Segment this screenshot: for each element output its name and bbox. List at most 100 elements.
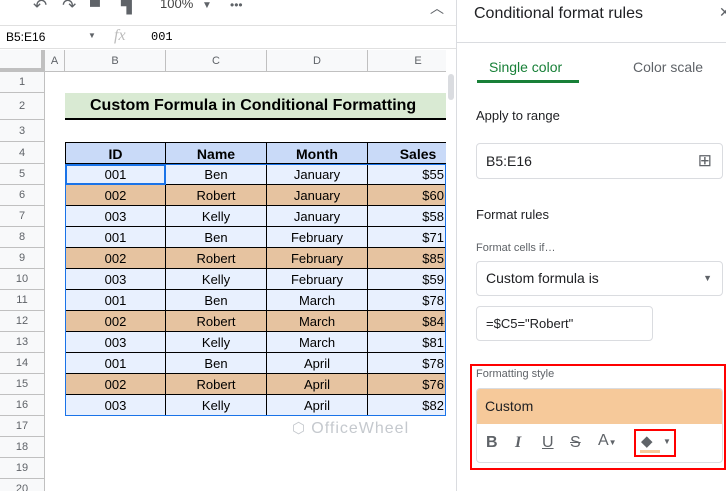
italic-button[interactable]: I <box>515 434 522 451</box>
table-cell[interactable]: Kelly <box>166 269 267 290</box>
column-header-e[interactable]: E <box>368 50 446 72</box>
table-cell[interactable]: 003 <box>65 269 166 290</box>
table-cell[interactable]: 003 <box>65 206 166 227</box>
table-cell[interactable]: 002 <box>65 374 166 395</box>
undo-icon[interactable]: ↶ <box>33 0 48 15</box>
condition-dropdown[interactable]: Custom formula is ▼ <box>476 261 723 296</box>
table-cell[interactable]: $59.00 <box>368 269 446 290</box>
table-header-id[interactable]: ID <box>65 142 166 164</box>
row-header-16[interactable]: 16 <box>0 395 45 416</box>
table-cell[interactable]: $58.00 <box>368 206 446 227</box>
table-cell[interactable]: 001 <box>65 353 166 374</box>
row-header-5[interactable]: 5 <box>0 164 45 185</box>
table-cell[interactable]: Kelly <box>166 332 267 353</box>
row-header-9[interactable]: 9 <box>0 248 45 269</box>
sheet-grid[interactable]: A B C D E 1 2 3 4 5 6 7 8 9 10 11 12 13 14 15 16 17 18 19 20 Cust… <box>0 50 446 491</box>
table-cell[interactable]: $81.00 <box>368 332 446 353</box>
table-cell[interactable]: February <box>267 227 368 248</box>
select-range-icon[interactable]: ⊞ <box>697 151 712 170</box>
table-cell[interactable]: April <box>267 353 368 374</box>
table-cell[interactable]: February <box>267 269 368 290</box>
table-cell[interactable]: 002 <box>65 248 166 269</box>
close-icon[interactable]: ✕ <box>719 4 726 20</box>
table-cell[interactable]: 002 <box>65 185 166 206</box>
table-cell[interactable]: 002 <box>65 311 166 332</box>
collapse-icon[interactable]: ︿ <box>430 0 444 16</box>
tab-color-scale[interactable]: Color scale <box>633 59 704 75</box>
table-cell[interactable]: $60.00 <box>368 185 446 206</box>
table-cell[interactable]: $78.00 <box>368 290 446 311</box>
strikethrough-button[interactable]: S <box>570 434 581 451</box>
table-cell[interactable]: Ben <box>166 290 267 311</box>
underline-button[interactable]: U <box>542 434 554 451</box>
bold-button[interactable]: B <box>486 434 498 451</box>
table-cell[interactable]: 003 <box>65 395 166 416</box>
table-cell[interactable]: Ben <box>166 164 267 185</box>
fill-color-button[interactable]: ◆ ▼ <box>634 429 676 457</box>
name-box-dropdown-icon[interactable]: ▼ <box>88 31 96 40</box>
table-cell[interactable]: March <box>267 290 368 311</box>
table-header-sales[interactable]: Sales <box>368 142 446 164</box>
table-cell[interactable]: $82.00 <box>368 395 446 416</box>
table-cell[interactable]: Kelly <box>166 206 267 227</box>
more-icon[interactable]: ••• <box>230 0 243 12</box>
row-header-2[interactable]: 2 <box>0 93 45 120</box>
table-cell[interactable]: Robert <box>166 185 267 206</box>
table-cell[interactable]: Ben <box>166 353 267 374</box>
row-header-19[interactable]: 19 <box>0 458 45 479</box>
table-cell[interactable]: 003 <box>65 332 166 353</box>
chevron-down-icon[interactable]: ▼ <box>202 0 212 11</box>
table-cell[interactable]: March <box>267 332 368 353</box>
formula-input[interactable]: 001 <box>151 30 173 44</box>
vertical-scrollbar[interactable] <box>446 50 456 491</box>
table-cell[interactable]: 001 <box>65 290 166 311</box>
print-icon[interactable]: ▀ <box>90 0 100 14</box>
row-header-14[interactable]: 14 <box>0 353 45 374</box>
table-cell[interactable]: $85.00 <box>368 248 446 269</box>
name-box[interactable]: B5:E16 <box>6 30 46 44</box>
style-preview[interactable]: Custom <box>477 389 722 424</box>
row-header-3[interactable]: 3 <box>0 120 45 142</box>
row-header-13[interactable]: 13 <box>0 332 45 353</box>
column-header-a[interactable]: A <box>45 50 65 72</box>
row-header-18[interactable]: 18 <box>0 437 45 458</box>
table-cell[interactable]: $71.00 <box>368 227 446 248</box>
table-cell[interactable]: January <box>267 206 368 227</box>
column-header-d[interactable]: D <box>267 50 368 72</box>
redo-icon[interactable]: ↷ <box>62 0 77 15</box>
table-cell[interactable]: Robert <box>166 248 267 269</box>
table-cell[interactable]: Robert <box>166 311 267 332</box>
table-cell[interactable]: April <box>267 374 368 395</box>
row-header-12[interactable]: 12 <box>0 311 45 332</box>
table-cell[interactable]: 001 <box>65 227 166 248</box>
row-header-10[interactable]: 10 <box>0 269 45 290</box>
table-cell[interactable]: January <box>267 164 368 185</box>
table-cell[interactable]: February <box>267 248 368 269</box>
range-input[interactable]: B5:E16 ⊞ <box>476 143 723 179</box>
row-header-1[interactable]: 1 <box>0 72 45 93</box>
table-cell[interactable]: Ben <box>166 227 267 248</box>
column-header-b[interactable]: B <box>65 50 166 72</box>
row-header-17[interactable]: 17 <box>0 416 45 437</box>
scrollbar-thumb[interactable] <box>448 74 454 100</box>
tab-single-color[interactable]: Single color <box>489 59 563 75</box>
table-cell[interactable]: March <box>267 311 368 332</box>
sheet-title[interactable]: Custom Formula in Conditional Formatting <box>65 93 446 120</box>
table-cell[interactable]: Kelly <box>166 395 267 416</box>
row-header-6[interactable]: 6 <box>0 185 45 206</box>
select-all-corner[interactable] <box>0 50 45 72</box>
formula-value-input[interactable]: =$C5="Robert" <box>476 306 653 341</box>
table-header-name[interactable]: Name <box>166 142 267 164</box>
table-cell[interactable]: $55.00 <box>368 164 446 185</box>
table-cell[interactable]: $84.00 <box>368 311 446 332</box>
row-header-4[interactable]: 4 <box>0 142 45 164</box>
row-header-11[interactable]: 11 <box>0 290 45 311</box>
row-header-8[interactable]: 8 <box>0 227 45 248</box>
table-cell[interactable]: $78.00 <box>368 353 446 374</box>
paint-format-icon[interactable]: ▜ <box>121 0 132 14</box>
table-header-month[interactable]: Month <box>267 142 368 164</box>
table-cell[interactable]: Robert <box>166 374 267 395</box>
row-header-15[interactable]: 15 <box>0 374 45 395</box>
zoom-select[interactable]: 100% <box>160 0 194 11</box>
table-cell[interactable]: $76.00 <box>368 374 446 395</box>
